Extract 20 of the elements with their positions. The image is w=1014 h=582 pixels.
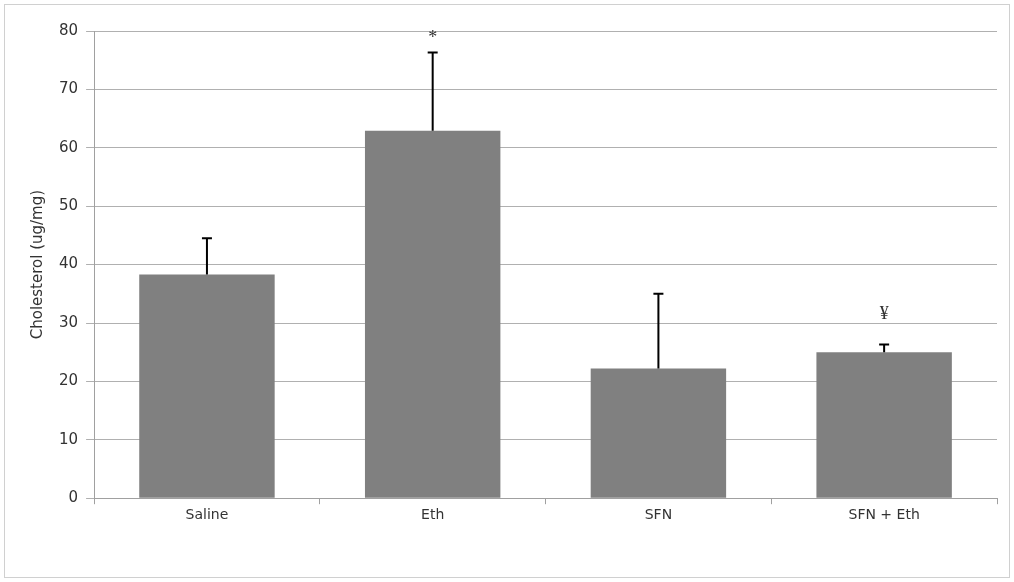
y-tick-label: 40 xyxy=(58,254,79,273)
y-tick-label: 10 xyxy=(58,429,79,448)
x-tick-label: SFN + Eth xyxy=(848,506,920,523)
y-axis-title: Cholesterol (ug/mg) xyxy=(27,189,46,340)
y-tick-label: 0 xyxy=(68,488,79,507)
x-tick-label: Saline xyxy=(185,506,229,523)
y-tick-label: 50 xyxy=(58,196,79,215)
bar xyxy=(364,130,501,498)
bar xyxy=(590,368,727,498)
annotation: ¥ xyxy=(879,303,889,324)
y-tick-label: 80 xyxy=(58,20,79,39)
bar xyxy=(139,274,275,498)
x-tick-label: SFN xyxy=(644,506,673,523)
annotation: * xyxy=(428,27,438,48)
y-tick-label: 30 xyxy=(58,312,79,331)
bar xyxy=(816,352,952,498)
y-tick-label: 20 xyxy=(58,371,79,390)
y-tick-label: 70 xyxy=(58,79,79,98)
x-tick-label: Eth xyxy=(421,506,445,523)
y-tick-label: 60 xyxy=(58,137,79,156)
